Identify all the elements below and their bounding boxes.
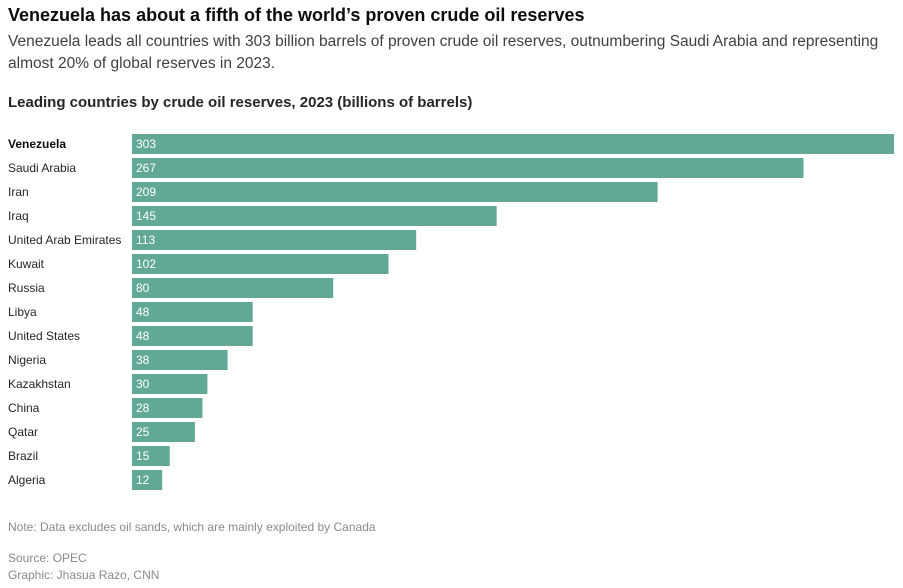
bar-brazil <box>132 446 170 466</box>
category-label-saudi-arabia: Saudi Arabia <box>8 161 76 175</box>
chart-credit: Graphic: Jhasua Razo, CNN <box>8 568 160 582</box>
bar-algeria <box>132 470 163 490</box>
bar-chart: Venezuela 303 Saudi Arabia 267 Iran 209 Iraq 14… <box>8 134 894 490</box>
value-label-saudi-arabia: 267 <box>136 161 156 175</box>
value-label-iraq: 145 <box>136 209 156 223</box>
bar-qatar <box>132 422 195 442</box>
bar-russia <box>132 278 334 298</box>
value-label-nigeria: 38 <box>136 353 150 367</box>
category-label-venezuela: Venezuela <box>8 137 66 151</box>
category-label-brazil: Brazil <box>8 449 38 463</box>
category-label-kazakhstan: Kazakhstan <box>8 377 71 391</box>
bar-iraq <box>132 206 497 226</box>
bar-china <box>132 398 203 418</box>
value-label-united-states: 48 <box>136 329 150 343</box>
category-label-qatar: Qatar <box>8 425 38 439</box>
bar-saudi-arabia <box>132 158 804 178</box>
category-label-kuwait: Kuwait <box>8 257 45 271</box>
bar-libya <box>132 302 253 322</box>
chart-subtitle: Venezuela leads all countries with 303 b… <box>8 33 879 72</box>
bar-venezuela <box>132 134 894 154</box>
value-label-venezuela: 303 <box>136 137 156 151</box>
category-label-united-states: United States <box>8 329 80 343</box>
value-label-algeria: 12 <box>136 473 150 487</box>
chart-title: Leading countries by crude oil reserves,… <box>8 94 473 111</box>
value-label-iran: 209 <box>136 185 156 199</box>
value-label-kuwait: 102 <box>136 257 156 271</box>
value-label-kazakhstan: 30 <box>136 377 150 391</box>
category-label-algeria: Algeria <box>8 473 46 487</box>
category-label-iraq: Iraq <box>8 209 29 223</box>
category-label-united-arab-emirates: United Arab Emirates <box>8 233 121 247</box>
value-label-russia: 80 <box>136 281 150 295</box>
category-label-iran: Iran <box>8 185 29 199</box>
bar-group: Venezuela 303 Saudi Arabia 267 Iran 209 Iraq 14… <box>8 134 894 490</box>
bar-united-arab-emirates <box>132 230 417 250</box>
value-label-united-arab-emirates: 113 <box>136 233 155 247</box>
bar-nigeria <box>132 350 228 370</box>
category-label-libya: Libya <box>8 305 37 319</box>
value-label-qatar: 25 <box>136 425 150 439</box>
value-label-libya: 48 <box>136 305 150 319</box>
bar-united-states <box>132 326 253 346</box>
chart-headline: Venezuela has about a fifth of the world… <box>8 5 585 25</box>
category-label-russia: Russia <box>8 281 45 295</box>
chart-source: Source: OPEC <box>8 551 87 565</box>
bar-iran <box>132 182 658 202</box>
value-label-china: 28 <box>136 401 150 415</box>
chart-note: Note: Data excludes oil sands, which are… <box>8 520 376 534</box>
value-label-brazil: 15 <box>136 449 150 463</box>
category-label-china: China <box>8 401 40 415</box>
bar-kazakhstan <box>132 374 208 394</box>
category-label-nigeria: Nigeria <box>8 353 46 367</box>
bar-kuwait <box>132 254 389 274</box>
